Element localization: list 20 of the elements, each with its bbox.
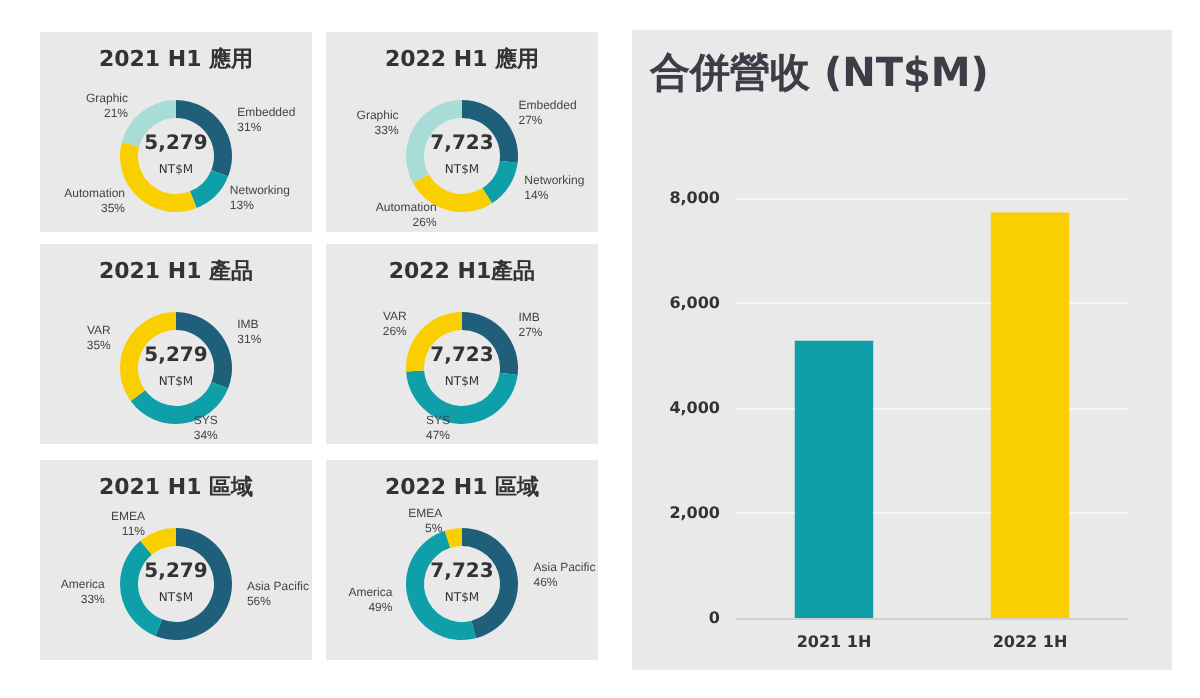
y-tick-label: 2,000 [669, 504, 721, 522]
x-tick-label: 2021 1H [796, 633, 872, 651]
chart-title: 2021 H1 產品 [98, 258, 254, 284]
text: 5,279 [144, 133, 208, 155]
chart-title: 2022 H1產品 [388, 258, 536, 284]
chart-title: 2021 H1 區域 [98, 474, 254, 500]
y-tick-label: 8,000 [669, 189, 721, 207]
text: 5,279 [144, 561, 208, 583]
text: 7,723 [430, 345, 494, 367]
chart-title: 合併營收 (NT$M) [648, 48, 989, 96]
chart-title: 2021 H1 應用 [98, 46, 254, 72]
text: 7,723 [430, 133, 494, 155]
y-tick-label: 4,000 [669, 399, 721, 417]
chart-title: 2022 H1 區域 [384, 474, 540, 500]
chart-title: 2022 H1 應用 [384, 46, 540, 72]
y-tick-label: 6,000 [669, 294, 721, 312]
text: 5,279 [144, 345, 208, 367]
y-tick-label: 0 [708, 609, 721, 627]
text: 7,723 [430, 561, 494, 583]
x-tick-label: 2022 1H [992, 633, 1068, 651]
